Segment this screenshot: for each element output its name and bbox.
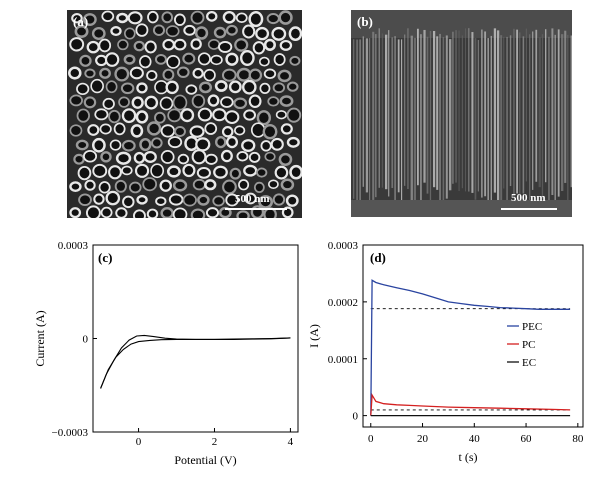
y-tick-label-d: 0.0002 [328,297,358,309]
panel-label-b: (b) [357,14,373,29]
tube-walls [353,28,572,214]
x-axis-label-d: t (s) [459,450,478,464]
cv-curve-2 [100,337,291,389]
scale-bar-a [225,208,287,210]
x-tick-label-d: 60 [521,433,533,445]
y-axis-label-d: I (A) [307,324,321,348]
cross-section-background [351,10,572,217]
chart-c: (c) 0 2 4 −0.0003 0 0.0003 Potential (V) Curren… [33,240,299,467]
plot-frame-d [362,244,584,428]
legend-label-pec: PEC [522,321,542,333]
scale-bar-b [501,208,557,210]
nanotube-openings [68,10,302,218]
x-tick-label-c: 4 [288,436,294,448]
sem-image-top-view: (a) 500 nm [67,10,302,218]
panel-label-d: (d) [370,250,386,265]
scale-bar-label-b: 500 nm [511,192,546,204]
x-tick-label-c: 2 [212,436,218,448]
y-tick-label-d: 0.0003 [328,240,359,252]
y-tick-label-c: 0.0003 [58,240,89,252]
scale-bar-label-a: 500 nm [235,193,270,205]
series-pc [370,392,571,416]
chart-d: (d) 0 20 40 60 80 0 0.0001 0.0002 0.0003 PEC PC EC t… [307,240,584,464]
x-tick-label-d: 0 [368,433,374,445]
y-tick-label-c: −0.0003 [52,427,89,439]
panel-label-a: (a) [73,14,89,29]
cross-section-pattern [351,10,572,217]
x-tick-label-d: 80 [572,433,584,445]
x-tick-label-d: 40 [469,433,481,445]
legend-label-pc: PC [522,339,535,351]
sem-image-cross-section: (b) 500 nm [351,10,572,217]
y-tick-label-c: 0 [83,334,89,346]
y-axis-label-c: Current (A) [33,310,47,366]
substrate-band [351,200,572,217]
panel-label-c: (c) [98,250,112,265]
x-tick-label-d: 20 [417,433,429,445]
top-surface-band [351,10,572,38]
series-pec [370,279,571,416]
legend-label-ec: EC [522,357,536,369]
y-tick-label-d: 0.0001 [328,354,358,366]
nanotube-pattern [68,10,302,218]
x-axis-label-c: Potential (V) [174,453,236,467]
x-tick-label-c: 0 [136,436,142,448]
y-tick-label-d: 0 [353,411,359,423]
cv-curve-1 [100,334,291,389]
